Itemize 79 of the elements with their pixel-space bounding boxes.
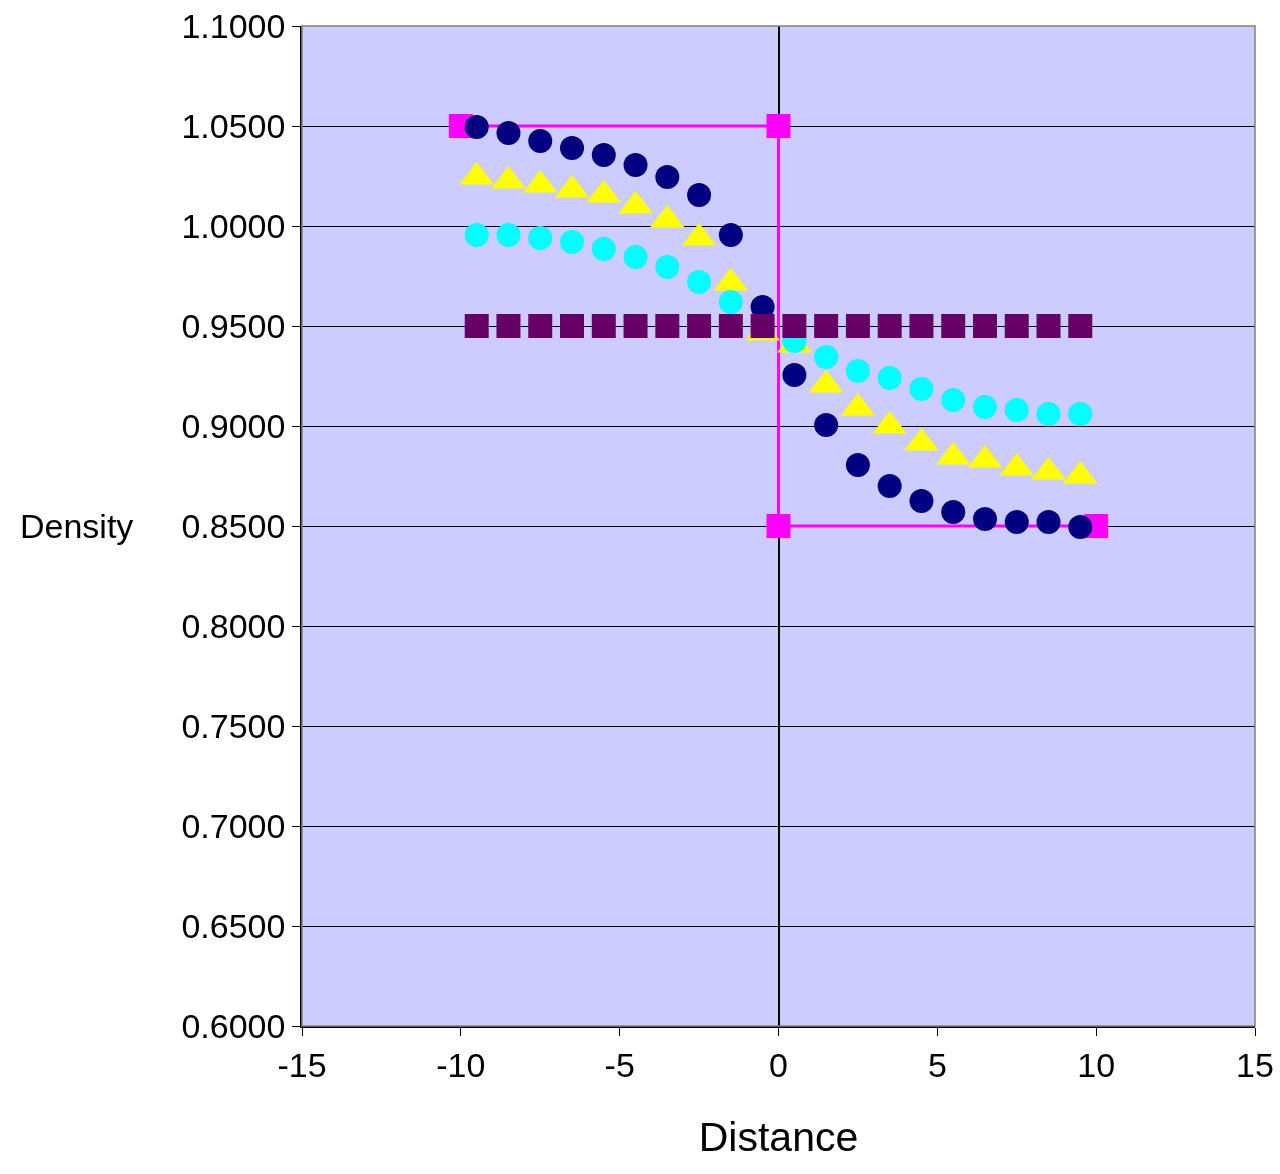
y-tick-label: 0.9500 [181, 306, 286, 345]
point [909, 489, 934, 513]
point [464, 115, 489, 139]
point [782, 363, 807, 387]
point [814, 345, 839, 369]
x-axis-title: Distance [698, 1114, 859, 1161]
x-tick-label: 0 [769, 1045, 788, 1084]
y-tick-label: 0.8500 [181, 506, 286, 545]
point [560, 230, 585, 254]
y-tick-label: 0.9000 [181, 406, 286, 445]
point [655, 255, 680, 279]
point [877, 366, 902, 390]
point [687, 270, 712, 294]
point [1036, 510, 1061, 534]
point [972, 314, 997, 338]
point [941, 314, 966, 338]
point [941, 500, 966, 524]
y-tick-label: 0.8000 [181, 606, 286, 645]
point [814, 314, 839, 338]
point [909, 377, 934, 401]
x-tick-label: 10 [1077, 1045, 1116, 1084]
point [814, 413, 839, 437]
x-tick-label: 5 [927, 1045, 947, 1084]
point [655, 314, 680, 338]
point [560, 136, 585, 160]
point [782, 314, 807, 338]
point [1068, 515, 1093, 539]
y-tick-label: 1.0000 [181, 206, 286, 245]
point [718, 290, 743, 314]
y-tick-label: 1.1000 [181, 6, 286, 45]
x-tick-label: -15 [277, 1045, 327, 1084]
point [623, 245, 648, 269]
x-tick-label: -5 [604, 1045, 635, 1084]
point [1036, 314, 1061, 338]
y-tick-label: 0.7500 [181, 706, 286, 745]
point [1068, 314, 1093, 338]
point [464, 314, 489, 338]
point [623, 314, 648, 338]
x-tick-label: -10 [436, 1045, 486, 1084]
point [528, 226, 553, 250]
point [718, 314, 743, 338]
point [1004, 398, 1029, 422]
point [591, 314, 616, 338]
point [623, 153, 648, 177]
point [528, 129, 553, 153]
point [766, 514, 791, 538]
point [877, 314, 902, 338]
y-tick-label: 0.6000 [181, 1006, 286, 1045]
y-tick-label: 1.0500 [181, 106, 286, 145]
point [687, 183, 712, 207]
point [877, 474, 902, 498]
point [591, 143, 616, 167]
point [1004, 510, 1029, 534]
point [496, 314, 521, 338]
point [766, 114, 791, 138]
point [560, 314, 585, 338]
y-tick-label: 0.7000 [181, 806, 286, 845]
point [528, 314, 553, 338]
point [1004, 314, 1029, 338]
point [941, 388, 966, 412]
point [845, 359, 870, 383]
point [845, 314, 870, 338]
point [496, 121, 521, 145]
point [909, 314, 934, 338]
point [655, 165, 680, 189]
point [972, 395, 997, 419]
y-tick-label: 0.6500 [181, 906, 286, 945]
point [845, 453, 870, 477]
point [718, 223, 743, 247]
point [972, 507, 997, 531]
point [750, 314, 775, 338]
point [591, 237, 616, 261]
point [1068, 402, 1093, 426]
y-axis-title: Density [20, 507, 134, 545]
point [496, 223, 521, 247]
point [1036, 402, 1061, 426]
point [687, 314, 712, 338]
point [464, 223, 489, 247]
x-tick-label: 15 [1236, 1045, 1274, 1084]
